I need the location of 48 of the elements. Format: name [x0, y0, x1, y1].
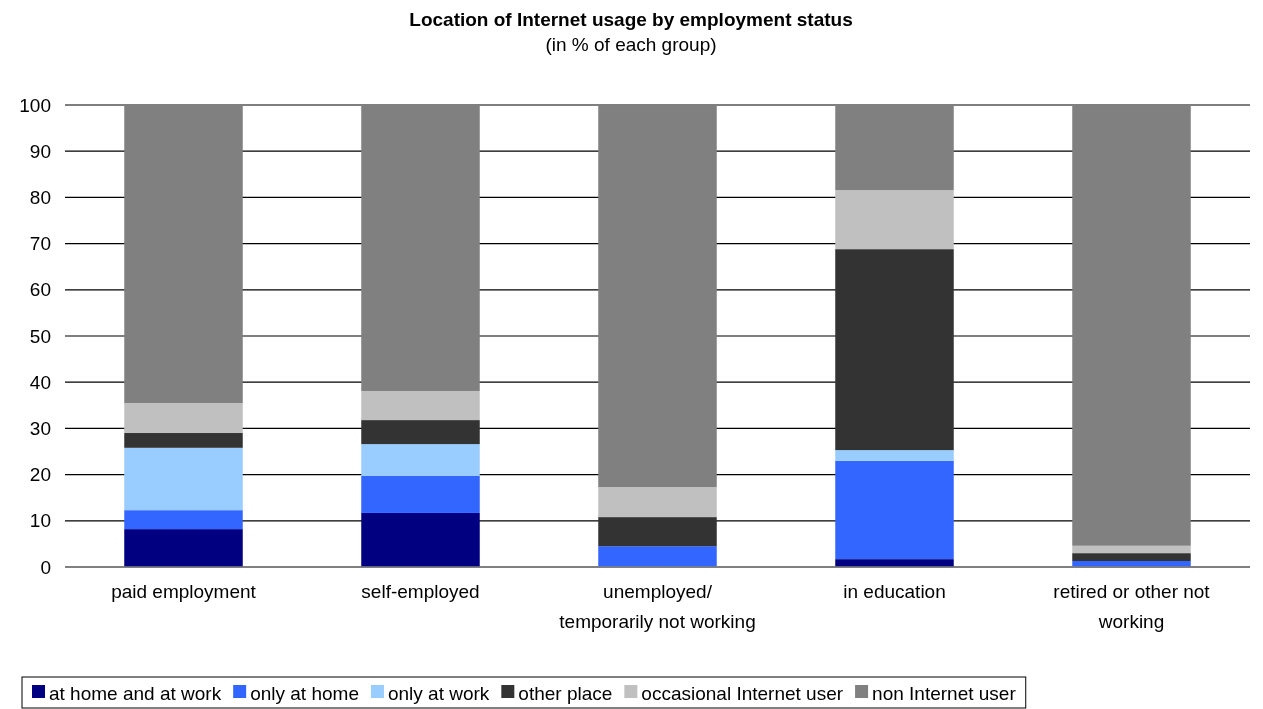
legend-label: other place	[518, 682, 613, 704]
bar	[1072, 545, 1191, 554]
chart-title: Location of Internet usage by employment status	[409, 9, 853, 30]
bar	[598, 487, 717, 518]
y-tick-label: 0	[40, 556, 51, 578]
chart-subtitle: (in % of each group)	[545, 34, 717, 55]
legend-label: only at home	[250, 682, 359, 704]
bar	[361, 512, 480, 567]
bar	[124, 105, 243, 403]
bar	[598, 517, 717, 547]
y-tick-label: 70	[29, 233, 51, 255]
bar	[124, 433, 243, 448]
y-tick-label: 60	[29, 279, 51, 301]
bar	[361, 390, 480, 421]
y-tick-label: 90	[29, 140, 51, 162]
bar	[124, 447, 243, 511]
y-tick-label: 10	[29, 510, 51, 532]
legend-label: occasional Internet user	[641, 682, 844, 704]
bar	[835, 460, 954, 560]
y-tick-label: 30	[29, 417, 51, 439]
bar	[835, 249, 954, 451]
legend-label: only at work	[387, 682, 490, 704]
legend-label: non Internet user	[872, 682, 1017, 704]
bar	[598, 105, 717, 488]
x-tick-label: paid employment	[111, 581, 257, 603]
bar	[361, 475, 480, 513]
bar	[124, 529, 243, 567]
y-tick-label: 50	[29, 325, 51, 347]
x-tick-label: in education	[843, 581, 946, 603]
legend-label: at home and at work	[49, 682, 222, 704]
y-tick-label: 80	[29, 186, 51, 208]
bar	[361, 105, 480, 391]
bar	[835, 190, 954, 250]
x-tick-label: unemployed/ temporarily not working	[559, 581, 756, 632]
x-tick-label: self-employed	[361, 581, 480, 603]
y-tick-label: 100	[19, 94, 51, 116]
bar	[124, 510, 243, 530]
bar	[124, 402, 243, 434]
bar	[1072, 553, 1191, 561]
bar	[361, 420, 480, 445]
bar	[361, 444, 480, 476]
x-tick-label: retired or other not working	[1053, 581, 1211, 632]
bar	[835, 105, 954, 191]
bar	[598, 546, 717, 567]
y-tick-label: 40	[29, 371, 51, 393]
bar	[835, 450, 954, 461]
bar	[1072, 105, 1191, 546]
y-tick-label: 20	[29, 464, 51, 486]
